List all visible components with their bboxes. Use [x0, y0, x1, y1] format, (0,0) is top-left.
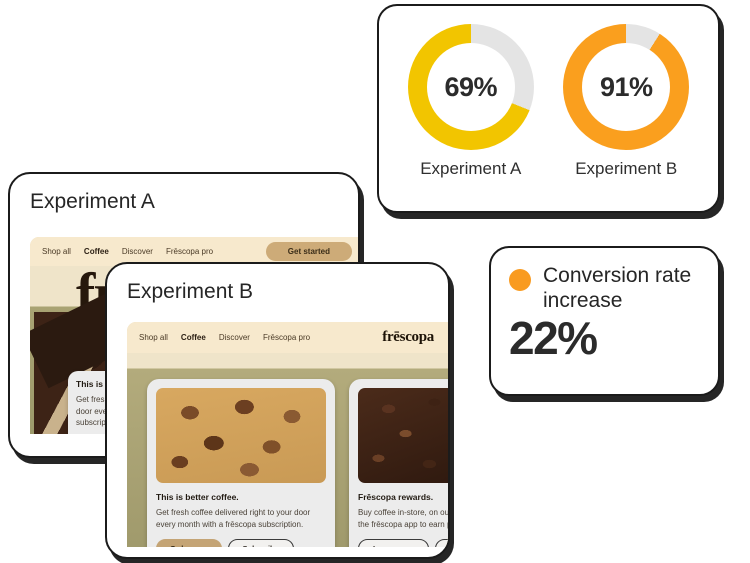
conversion-rate-card: Conversion rate increase 22%	[489, 246, 720, 396]
gauge-label-b: Experiment B	[575, 159, 678, 178]
promo-body: Get fresh coffee delivered right to your…	[156, 508, 311, 529]
gauge-row: 69% Experiment A 91% Experiment B	[379, 6, 718, 179]
nav-item-coffee[interactable]: Coffee	[83, 247, 109, 256]
donut-hole: 69%	[426, 43, 515, 131]
gauge-value-a: 69%	[444, 71, 498, 102]
subscribe-button[interactable]: Subscribe	[227, 539, 294, 547]
promo-card-b1: This is better coffee. Get fresh coffee …	[147, 379, 335, 547]
iced-coffee-image	[156, 388, 326, 483]
get-started-button[interactable]: Get started	[265, 242, 352, 261]
gauge-card: 69% Experiment A 91% Experiment B	[377, 4, 720, 213]
donut-hole: 91%	[582, 43, 671, 131]
nav-item-discover[interactable]: Discover	[121, 247, 153, 256]
gauge-experiment-b: 91% Experiment B	[551, 24, 701, 179]
nav-item-coffee[interactable]: Coffee	[180, 333, 206, 342]
nav-item-frescopa-pro[interactable]: Frēscopa pro	[262, 333, 311, 342]
gauge-experiment-a: 69% Experiment A	[396, 24, 546, 179]
nav-item-frescopa-pro[interactable]: Frēscopa pro	[165, 247, 214, 256]
conversion-title: Conversion rate increase	[543, 264, 691, 313]
donut-chart-b: 91%	[563, 24, 690, 150]
promo-buttons: Learn more Sign in	[358, 539, 448, 547]
site-nav-b: Shop all Coffee Discover Frēscopa pro fr…	[127, 322, 448, 353]
site-nav-a: Shop all Coffee Discover Frēscopa pro Ge…	[30, 237, 358, 266]
promo-heading: Frēscopa rewards.	[358, 492, 434, 502]
legend-dot-icon	[509, 269, 531, 291]
nav-item-shop-all[interactable]: Shop all	[139, 333, 168, 342]
promo-card-b2: Frēscopa rewards. Buy coffee in-store, o…	[349, 379, 450, 547]
sign-in-button[interactable]: Sign in	[434, 539, 448, 547]
iced-coffee-photo	[156, 388, 326, 483]
coffee-beans-photo	[358, 388, 448, 483]
experiment-b-card: Experiment B Shop all Coffee Discover Fr…	[105, 262, 450, 559]
order-now-button[interactable]: Order now	[156, 539, 222, 547]
conversion-header: Conversion rate increase	[491, 248, 718, 313]
promo-buttons: Order now Subscribe	[156, 539, 326, 547]
conversion-title-line1: Conversion rate	[543, 264, 692, 287]
donut-chart-a: 69%	[407, 24, 534, 150]
hero-b: This is better coffee. Get fresh coffee …	[127, 353, 450, 547]
gauge-value-b: 91%	[599, 71, 653, 102]
promo-heading: This is better coffee.	[156, 492, 239, 502]
conversion-title-line2: increase	[543, 288, 623, 312]
conversion-value: 22%	[509, 312, 598, 365]
gauge-label-a: Experiment A	[420, 159, 522, 178]
coffee-beans-image	[358, 388, 448, 483]
nav-item-discover[interactable]: Discover	[218, 333, 250, 342]
promo-body: Buy coffee in-store, on our website, or …	[358, 508, 450, 529]
experiment-b-title: Experiment B	[127, 280, 254, 303]
nav-item-shop-all[interactable]: Shop all	[42, 247, 71, 256]
experiment-b-site-preview: Shop all Coffee Discover Frēscopa pro fr…	[127, 322, 450, 547]
learn-more-button[interactable]: Learn more	[358, 539, 429, 547]
frescopa-logo: frēscopa	[382, 329, 434, 345]
experiment-a-title: Experiment A	[30, 190, 155, 213]
